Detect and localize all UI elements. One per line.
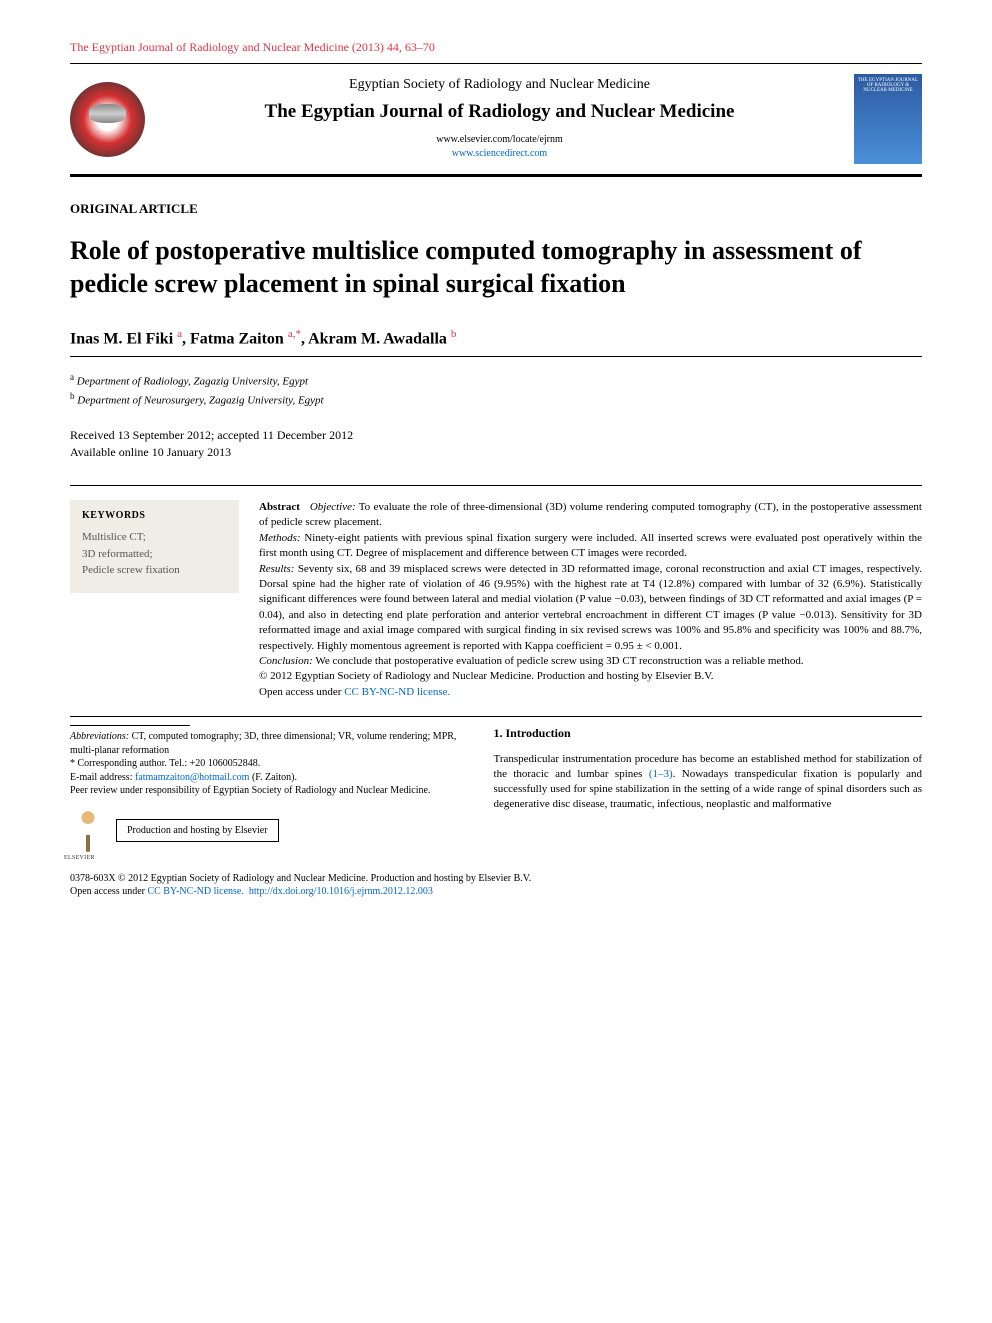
- introduction-heading: 1. Introduction: [494, 725, 922, 741]
- results-text: Seventy six, 68 and 39 misplaced screws …: [259, 563, 922, 652]
- license-link[interactable]: CC BY-NC-ND license.: [344, 686, 450, 698]
- corresponding-author: * Corresponding author. Tel.: +20 106005…: [70, 757, 466, 771]
- introduction-column: 1. Introduction Transpedicular instrumen…: [494, 725, 922, 852]
- journal-name: The Egyptian Journal of Radiology and Nu…: [160, 101, 839, 123]
- affil-b-sup: b: [70, 391, 75, 401]
- elsevier-logo-icon: [70, 810, 106, 852]
- keywords-list: Multislice CT; 3D reformatted; Pedicle s…: [82, 529, 227, 579]
- affiliation-b: b Department of Neurosurgery, Zagazig Un…: [70, 390, 922, 409]
- post-abstract-divider: [70, 716, 922, 717]
- hosting-block: Production and hosting by Elsevier: [70, 810, 466, 852]
- journal-cover-thumbnail: THE EGYPTIAN JOURNAL OF RADIOLOGY & NUCL…: [854, 74, 922, 164]
- journal-reference: The Egyptian Journal of Radiology and Nu…: [70, 40, 922, 55]
- abstract-text: Abstract Objective: To evaluate the role…: [259, 500, 922, 700]
- hosting-text: Production and hosting by Elsevier: [116, 819, 279, 843]
- masthead: Egyptian Society of Radiology and Nuclea…: [70, 74, 922, 164]
- article-dates: Received 13 September 2012; accepted 11 …: [70, 427, 922, 461]
- results-label: Results:: [259, 563, 294, 575]
- objective-text: To evaluate the role of three-dimensiona…: [259, 501, 922, 528]
- conclusion-label: Conclusion:: [259, 655, 313, 667]
- author-2-affil-sup: a,*: [288, 328, 301, 340]
- author-1-affil-sup: a: [177, 328, 182, 340]
- journal-cover-title: THE EGYPTIAN JOURNAL OF RADIOLOGY & NUCL…: [858, 78, 918, 93]
- online-date: Available online 10 January 2013: [70, 444, 922, 461]
- abstract-copyright: © 2012 Egyptian Society of Radiology and…: [259, 669, 922, 684]
- footer-issn: 0378-603X © 2012 Egyptian Society of Rad…: [70, 872, 922, 886]
- lower-columns: Abbreviations: CT, computed tomography; …: [70, 725, 922, 852]
- keyword-2: 3D reformatted;: [82, 546, 227, 563]
- journal-link-sciencedirect[interactable]: www.sciencedirect.com: [452, 148, 547, 159]
- keywords-heading: KEYWORDS: [82, 510, 227, 521]
- author-3-affil-sup: b: [451, 328, 457, 340]
- affil-b-text: Department of Neurosurgery, Zagazig Univ…: [77, 395, 323, 407]
- footnotes-divider: [70, 725, 190, 726]
- email-label: E-mail address:: [70, 772, 132, 783]
- top-divider: [70, 63, 922, 64]
- corr-star: *: [70, 758, 75, 769]
- page-content: The Egyptian Journal of Radiology and Nu…: [0, 0, 992, 929]
- affil-a-sup: a: [70, 372, 74, 382]
- pre-abstract-divider: [70, 485, 922, 486]
- methods-text: Ninety-eight patients with previous spin…: [259, 532, 922, 559]
- journal-links: www.elsevier.com/locate/ejrnm www.scienc…: [160, 133, 839, 161]
- methods-label: Methods:: [259, 532, 301, 544]
- article-title: Role of postoperative multislice compute…: [70, 235, 922, 300]
- affil-a-text: Department of Radiology, Zagazig Univers…: [77, 376, 308, 388]
- footer-license-link[interactable]: CC BY-NC-ND license.: [147, 886, 243, 897]
- keyword-3: Pedicle screw fixation: [82, 562, 227, 579]
- footer-doi-link[interactable]: http://dx.doi.org/10.1016/j.ejrnm.2012.1…: [249, 886, 433, 897]
- article-type: ORIGINAL ARTICLE: [70, 201, 922, 217]
- page-footer: 0378-603X © 2012 Egyptian Society of Rad…: [70, 872, 922, 899]
- ref-link-1-3[interactable]: (1–3): [649, 768, 673, 780]
- author-list: Inas M. El Fiki a, Fatma Zaiton a,*, Akr…: [70, 328, 922, 348]
- abstract-block: KEYWORDS Multislice CT; 3D reformatted; …: [70, 500, 922, 700]
- author-divider: [70, 356, 922, 357]
- abstract-label: Abstract: [259, 501, 300, 513]
- email-line: E-mail address: fatmamzaiton@hotmail.com…: [70, 771, 466, 785]
- footer-open-access: Open access under: [70, 886, 147, 897]
- received-accepted-date: Received 13 September 2012; accepted 11 …: [70, 427, 922, 444]
- footnotes-column: Abbreviations: CT, computed tomography; …: [70, 725, 466, 852]
- keywords-panel: KEYWORDS Multislice CT; 3D reformatted; …: [70, 500, 239, 593]
- masthead-center: Egyptian Society of Radiology and Nuclea…: [160, 77, 839, 161]
- footer-license-line: Open access under CC BY-NC-ND license. h…: [70, 885, 922, 899]
- email-address[interactable]: fatmamzaiton@hotmail.com: [135, 772, 249, 783]
- author-2-name: Fatma Zaiton: [190, 330, 284, 347]
- journal-link-elsevier[interactable]: www.elsevier.com/locate/ejrnm: [436, 134, 563, 145]
- abbreviations: Abbreviations: CT, computed tomography; …: [70, 730, 466, 757]
- peer-review-note: Peer review under responsibility of Egyp…: [70, 784, 466, 798]
- society-logo-icon: [70, 82, 145, 157]
- conclusion-text: We conclude that postoperative evaluatio…: [315, 655, 803, 667]
- introduction-paragraph: Transpedicular instrumentation procedure…: [494, 752, 922, 811]
- corr-text: Corresponding author. Tel.: +20 10600528…: [78, 758, 261, 769]
- objective-label: Objective:: [310, 501, 356, 513]
- thick-divider: [70, 174, 922, 177]
- affiliation-a: a Department of Radiology, Zagazig Unive…: [70, 371, 922, 390]
- author-3-name: Akram M. Awadalla: [308, 330, 447, 347]
- keyword-1: Multislice CT;: [82, 529, 227, 546]
- society-name: Egyptian Society of Radiology and Nuclea…: [160, 77, 839, 93]
- affiliations: a Department of Radiology, Zagazig Unive…: [70, 371, 922, 409]
- abbr-label: Abbreviations:: [70, 731, 129, 742]
- open-access-text: Open access under: [259, 686, 344, 698]
- author-1-name: Inas M. El Fiki: [70, 330, 173, 347]
- email-suffix: (F. Zaiton).: [252, 772, 297, 783]
